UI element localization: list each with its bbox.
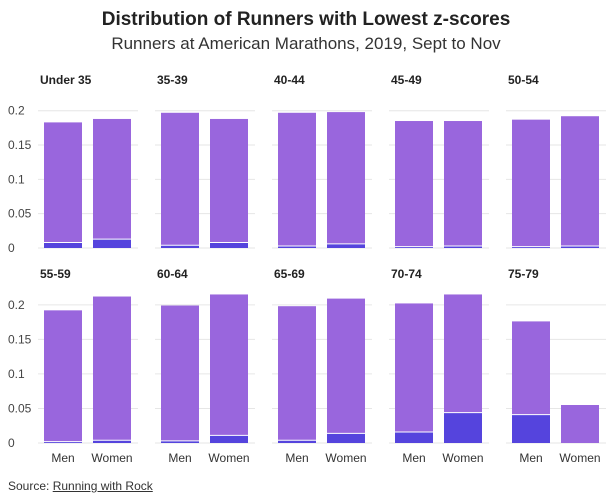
y-tick-label: 0.2 (8, 298, 25, 312)
y-tick-label: 0.05 (8, 401, 32, 415)
bar-lowest-men (512, 414, 550, 443)
bar-lowest-men (44, 242, 82, 248)
bar-total-men (161, 112, 199, 248)
bar-lowest-men (44, 441, 82, 443)
bar-total-women (327, 112, 365, 248)
bar-total-men (278, 112, 316, 248)
bar-total-women (327, 298, 365, 443)
bar-lowest-men (278, 245, 316, 248)
x-category-label: Men (51, 451, 74, 465)
y-tick-label: 0.15 (8, 138, 32, 152)
y-tick-label: 0.05 (8, 207, 32, 221)
bar-lowest-women (327, 243, 365, 248)
y-tick-label: 0 (8, 436, 15, 450)
bar-total-men (278, 306, 316, 443)
source-link[interactable]: Running with Rock (52, 479, 153, 493)
bar-lowest-women (210, 242, 248, 248)
bar-total-women (444, 121, 482, 248)
bar-total-women (561, 116, 599, 248)
bar-total-women (210, 294, 248, 443)
chart-subtitle: Runners at American Marathons, 2019, Sep… (111, 34, 501, 53)
bar-lowest-women (210, 435, 248, 443)
chart-title: Distribution of Runners with Lowest z-sc… (101, 9, 511, 30)
source-note: Source: Running with Rock (8, 479, 153, 493)
bar-lowest-women (444, 245, 482, 248)
y-tick-label: 0.15 (8, 332, 32, 346)
source-label: Source: (8, 479, 53, 493)
bar-lowest-women (327, 433, 365, 443)
y-tick-label: 0 (8, 241, 15, 255)
x-category-label: Women (559, 451, 600, 465)
bar-total-women (561, 405, 599, 443)
bar-total-men (44, 122, 82, 248)
bar-lowest-women (561, 245, 599, 248)
y-tick-label: 0.1 (8, 172, 25, 186)
facet-title: 35-39 (157, 73, 188, 87)
bar-lowest-men (278, 440, 316, 443)
bar-lowest-men (161, 245, 199, 248)
facet-title: 70-74 (391, 267, 422, 281)
facet-title: 50-54 (508, 73, 539, 87)
bar-lowest-men (395, 431, 433, 443)
x-category-label: Women (91, 451, 132, 465)
facet-title: 65-69 (274, 267, 305, 281)
facet-title: 60-64 (157, 267, 188, 281)
facet-title: 45-49 (391, 73, 422, 87)
y-tick-label: 0.2 (8, 104, 25, 118)
facet-title: 40-44 (274, 73, 305, 87)
x-category-label: Women (442, 451, 483, 465)
bar-lowest-women (93, 440, 131, 443)
bar-lowest-women (93, 239, 131, 248)
bar-total-men (44, 310, 82, 443)
facet-title: Under 35 (40, 73, 92, 87)
facet-title: 55-59 (40, 267, 71, 281)
x-category-label: Men (168, 451, 191, 465)
bar-total-women (93, 296, 131, 443)
x-category-label: Men (402, 451, 425, 465)
bar-lowest-men (512, 246, 550, 248)
bar-total-men (512, 119, 550, 249)
bar-total-men (395, 121, 433, 248)
bar-lowest-women (444, 412, 482, 443)
y-tick-label: 0.1 (8, 367, 25, 381)
bar-lowest-men (161, 440, 199, 443)
bar-total-women (93, 118, 131, 248)
x-category-label: Women (208, 451, 249, 465)
bar-total-men (395, 303, 433, 443)
bar-total-women (210, 118, 248, 248)
facet-title: 75-79 (508, 267, 539, 281)
x-category-label: Men (519, 451, 542, 465)
bar-lowest-men (395, 246, 433, 248)
bar-total-men (161, 305, 199, 443)
x-category-label: Women (325, 451, 366, 465)
x-category-label: Men (285, 451, 308, 465)
